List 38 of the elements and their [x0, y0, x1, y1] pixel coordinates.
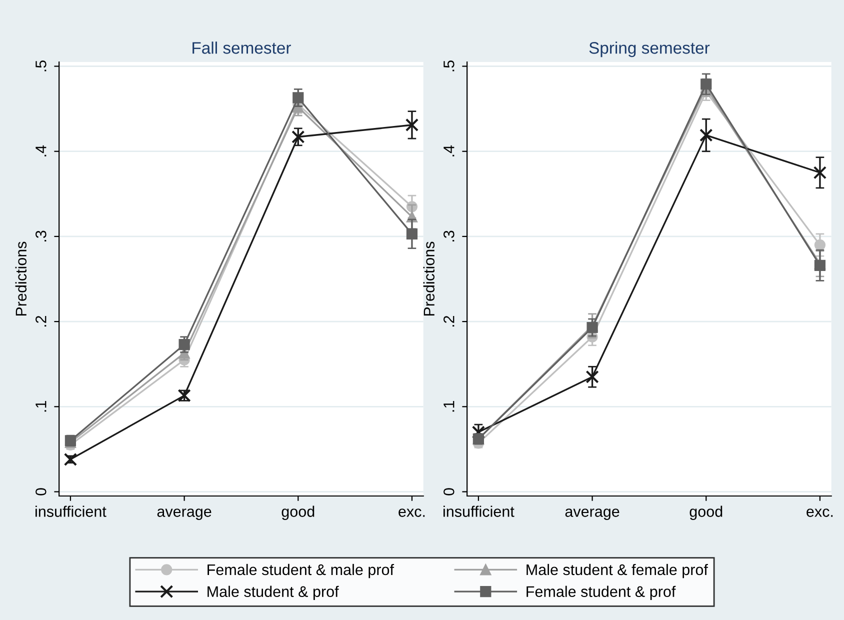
y-tick-label: 0 — [36, 488, 46, 496]
legend-label: Male student & prof — [208, 586, 339, 600]
x-tick-label: exc. — [806, 508, 833, 517]
point — [405, 118, 419, 132]
y-tick-label: .1 — [36, 401, 46, 412]
point — [700, 128, 713, 142]
y-tick-label: .4 — [36, 145, 46, 156]
y-tick-label: .1 — [444, 401, 454, 412]
y-axis-title: Predictions — [423, 242, 435, 316]
point — [813, 166, 827, 180]
y-tick-label: .3 — [36, 230, 46, 242]
x-tick-label: average — [565, 508, 620, 520]
y-tick-label: .2 — [444, 316, 454, 327]
point — [586, 322, 598, 334]
point — [586, 370, 599, 384]
point — [700, 78, 712, 90]
y-tick-label: .5 — [36, 60, 46, 72]
point — [178, 338, 190, 350]
point — [292, 92, 304, 104]
chart-title: Fall semester — [192, 42, 291, 54]
legend-label: Female student & prof — [526, 586, 676, 600]
y-tick-label: .3 — [444, 230, 454, 242]
x-tick-label: average — [157, 508, 212, 520]
x-tick-label: good — [690, 506, 722, 520]
y-tick-label: 0 — [444, 488, 454, 496]
point — [64, 452, 78, 466]
x-tick-label: good — [282, 506, 314, 520]
y-tick-label: .2 — [36, 316, 46, 327]
legend-label: Female student & male prof — [208, 564, 394, 578]
y-tick-label: .5 — [444, 60, 454, 72]
legend-label: Male student & female prof — [526, 564, 708, 578]
chart-title: Spring semester — [589, 42, 710, 58]
y-tick-label: .4 — [444, 145, 454, 156]
point — [292, 130, 305, 144]
x-tick-label: insufficient — [444, 506, 514, 517]
x-tick-label: exc. — [398, 508, 425, 517]
x-tick-label: insufficient — [36, 506, 106, 517]
y-axis-title: Predictions — [15, 242, 27, 316]
